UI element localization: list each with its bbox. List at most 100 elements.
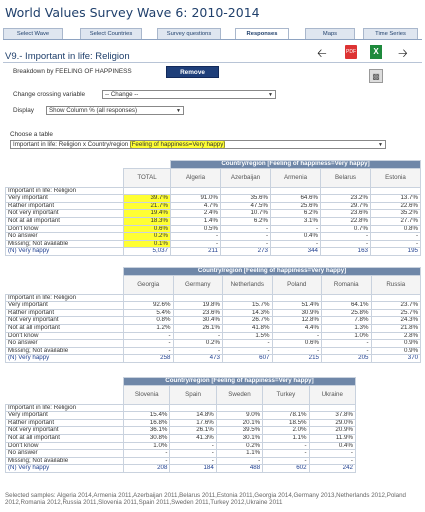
table-cell: 24.3% <box>370 316 422 325</box>
table-cell: 1.5% <box>222 331 273 341</box>
column-header: Romania <box>321 274 372 295</box>
table-cell: - <box>262 441 310 451</box>
table-cell: 47.5% <box>220 201 271 211</box>
table-cell: 7.8% <box>321 316 372 325</box>
column-header: Turkey <box>262 384 310 405</box>
pdf-icon[interactable]: PDF <box>345 45 357 59</box>
table-cell: 27.7% <box>370 216 421 226</box>
tab-select-wave[interactable]: Select Wave <box>3 28 63 39</box>
row-label: Not very important <box>5 316 124 325</box>
tab-select-countries[interactable]: Select Countries <box>80 28 142 39</box>
variable-title: V9.- Important in life: Religion <box>5 51 130 62</box>
table-cell: - <box>215 456 264 466</box>
table-cell: 344 <box>270 247 321 256</box>
table-cell: 1.1% <box>262 433 310 443</box>
table-cell: 23.7% <box>370 301 422 310</box>
table-cell: 1.0% <box>122 441 171 451</box>
table-cell: 211 <box>170 247 221 256</box>
table-row: Not very important 0.8% 30.4% 26.7% 12.8% 7.8… <box>5 316 422 325</box>
table-cell: 37.8% <box>308 411 356 420</box>
table-cell: - <box>320 239 371 249</box>
table-cell: 0.9% <box>370 346 422 356</box>
table-row: Missing; Not available 0.1% - - - - - <box>5 239 421 249</box>
table-cell: - <box>220 232 271 241</box>
table-row: Not at all important 18.3% 1.4% 6.2% 3.1% 22.… <box>5 216 421 226</box>
crossing-label: Change crossing variable <box>13 91 86 98</box>
table-cell: 36.1% <box>122 426 171 435</box>
table-cell: 29.7% <box>320 201 371 211</box>
chevron-down-icon: ▼ <box>268 92 273 98</box>
table-cell: 39.5% <box>215 426 264 435</box>
back-arrow-icon[interactable]: 🡠 <box>317 46 327 60</box>
total-cell: 0.1% <box>123 239 171 249</box>
table-cell: - <box>262 449 310 458</box>
row-label: (N) Very happy <box>5 464 124 473</box>
table-cell: 25.8% <box>321 308 372 318</box>
table-cell: 41.8% <box>222 323 273 333</box>
chart-icon[interactable]: ▩ <box>369 69 383 83</box>
breakdown-label: Breakdown by FEELING OF HAPPINESS <box>13 68 132 75</box>
table-cell: 35.2% <box>370 209 421 218</box>
table-cell: 29.0% <box>308 418 356 428</box>
table-cell: 78.1% <box>262 411 310 420</box>
table-row: Not at all important 30.8% 41.3% 30.1% 1.1% 1… <box>5 433 356 443</box>
table-row: Not very important 36.1% 26.1% 39.5% 2.0% 20.… <box>5 426 356 435</box>
tab-bar: Select Wave Select Countries Survey ques… <box>3 28 422 39</box>
display-select[interactable]: Show Column % (all responses) ▼ <box>46 106 184 115</box>
row-label: Very important <box>5 301 124 310</box>
column-header: Belarus <box>320 167 371 188</box>
total-cell: 18.3% <box>123 216 171 226</box>
table-cell: 0.7% <box>320 224 371 234</box>
section-label: Important in life: Religion <box>5 186 124 196</box>
table-cell: 10.7% <box>220 209 271 218</box>
table-cell: 64.6% <box>270 194 321 203</box>
table-row: Very important 15.4% 14.8% 9.0% 78.1% 37.8% <box>5 411 356 420</box>
table-cell: 20.1% <box>215 418 264 428</box>
forward-arrow-icon[interactable]: 🡢 <box>398 46 408 60</box>
table-row: Rather important 21.7% 4.7% 47.5% 25.6% 29.7%… <box>5 201 421 211</box>
table-row: (N) Very happy 208 184 488 602 242 <box>5 464 356 473</box>
table-cell: - <box>271 331 322 341</box>
column-header: Algeria <box>170 167 221 188</box>
tab-time-series[interactable]: Time Series <box>363 28 418 39</box>
table-cell: 30.1% <box>215 433 264 443</box>
tab-maps[interactable]: Maps <box>305 28 355 39</box>
table-cell: 1.4% <box>170 216 221 226</box>
table-select[interactable]: Important in life: Religion x Country/re… <box>10 140 386 149</box>
table-cell: 5.4% <box>123 308 174 318</box>
table-cell: - <box>170 232 221 241</box>
app-header: World Values Survey Wave 6: 2010-2014 <box>0 0 425 27</box>
row-label: Rather important <box>5 418 124 428</box>
section-label: Important in life: Religion <box>5 403 124 413</box>
remove-button[interactable]: Remove <box>166 66 219 78</box>
tab-responses[interactable]: Responses <box>235 28 289 39</box>
table-cell: 0.9% <box>370 339 422 348</box>
total-cell: 19.4% <box>123 209 171 218</box>
table-row: Don't know 0.6% 0.5% - -0.7% 0.8% <box>5 224 421 234</box>
row-label: Don't know <box>5 224 124 234</box>
table-row: (N) Very happy 5,037 211 273 344 163 195 <box>5 247 421 256</box>
excel-icon[interactable]: X <box>370 45 382 59</box>
row-label: (N) Very happy <box>5 354 124 363</box>
table-cell: 0.4% <box>270 232 321 241</box>
crossing-select-value: -- Change -- <box>105 91 139 98</box>
choose-table-label: Choose a table <box>10 131 53 138</box>
tab-survey-questions[interactable]: Survey questions <box>157 28 221 39</box>
table-cell: - <box>169 449 217 458</box>
crossing-select[interactable]: -- Change -- ▼ <box>102 90 276 99</box>
table-cell: - <box>169 456 217 466</box>
table-cell: 1.3% <box>321 323 372 333</box>
row-label: No answer <box>5 232 124 241</box>
display-select-value: Show Column % (all responses) <box>49 107 138 114</box>
app-title: World Values Survey Wave 6: 2010-2014 <box>5 5 260 20</box>
table-cell: 30.4% <box>172 316 223 325</box>
table-cell: 26.1% <box>172 323 223 333</box>
table-cell: 16.8% <box>122 418 171 428</box>
table-cell: 1.1% <box>215 449 264 458</box>
table-cell: 607 <box>222 354 273 363</box>
row-label: Rather important <box>5 308 124 318</box>
table-cell: - <box>320 232 371 241</box>
table-cell: 91.0% <box>170 194 221 203</box>
table-cell: 0.4% <box>308 441 356 451</box>
table-cell: 258 <box>123 354 174 363</box>
